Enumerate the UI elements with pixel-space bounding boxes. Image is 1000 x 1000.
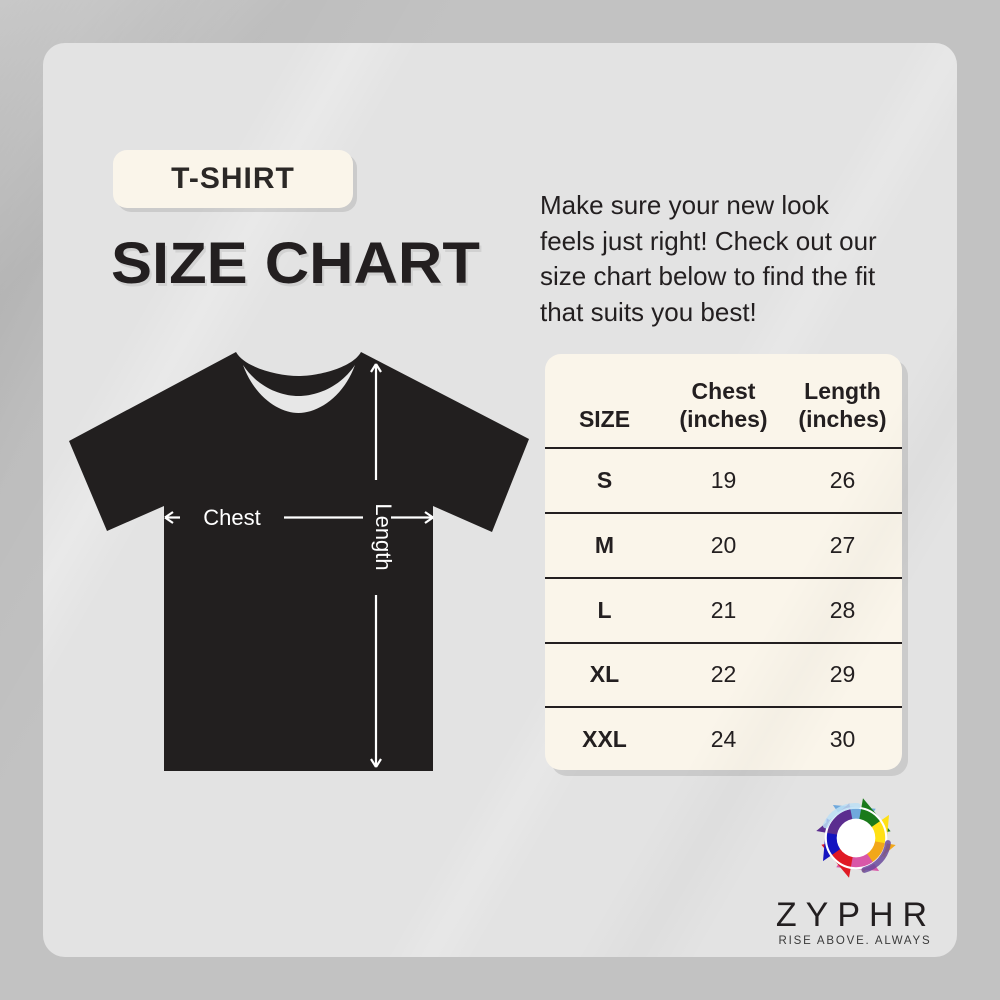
svg-text:Length: Length (371, 503, 396, 570)
svg-text:Chest: Chest (203, 505, 260, 530)
